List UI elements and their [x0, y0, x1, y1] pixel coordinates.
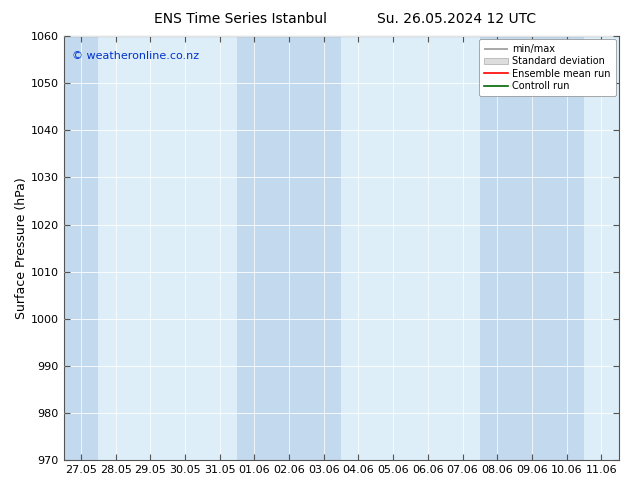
- Text: ENS Time Series Istanbul: ENS Time Series Istanbul: [155, 12, 327, 26]
- Text: Su. 26.05.2024 12 UTC: Su. 26.05.2024 12 UTC: [377, 12, 536, 26]
- Bar: [237, 36, 341, 460]
- Y-axis label: Surface Pressure (hPa): Surface Pressure (hPa): [15, 177, 28, 319]
- Legend: min/max, Standard deviation, Ensemble mean run, Controll run: min/max, Standard deviation, Ensemble me…: [479, 39, 616, 96]
- Text: © weatheronline.co.nz: © weatheronline.co.nz: [72, 51, 199, 61]
- Bar: [480, 36, 584, 460]
- Bar: [64, 36, 98, 460]
